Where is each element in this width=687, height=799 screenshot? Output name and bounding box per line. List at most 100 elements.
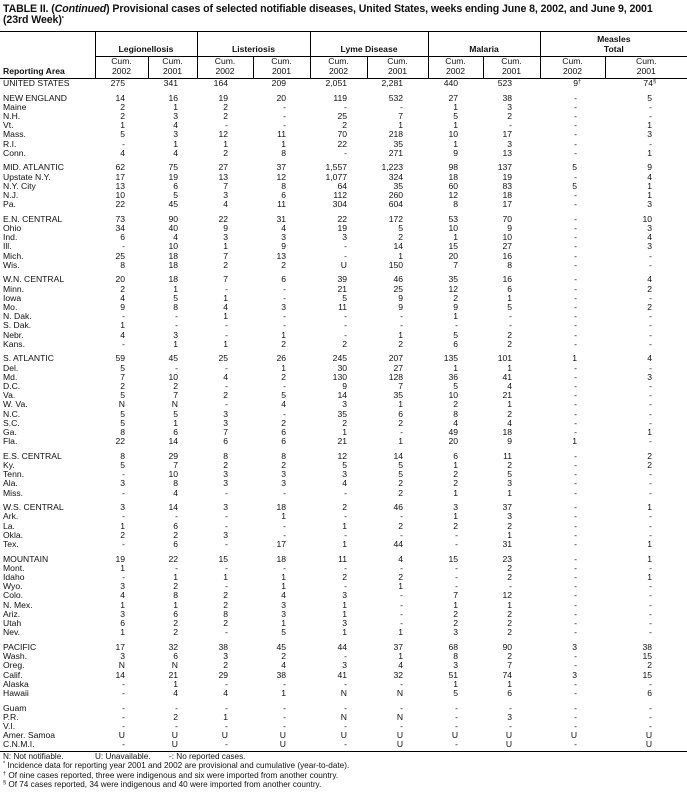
cell-value: 4 <box>253 661 310 670</box>
value: 3 <box>281 478 287 489</box>
header-listeriosis: Listeriosis <box>196 31 311 57</box>
value: - <box>455 720 459 731</box>
table-row: Miss. -4- - -2 1 1- - <box>0 487 687 498</box>
value: - <box>509 720 513 731</box>
value: 14 <box>337 390 348 401</box>
cell-value: - <box>605 363 687 373</box>
cell-value: - <box>253 703 310 713</box>
cell-value: 9 <box>483 437 540 446</box>
cell-value: 4 <box>95 147 148 158</box>
cell-value: 6 <box>148 181 197 191</box>
cell-value: 6 <box>95 618 148 628</box>
value: - <box>649 417 653 428</box>
value: - <box>574 250 578 261</box>
cell-value: 3 <box>483 712 540 722</box>
value: - <box>283 520 287 531</box>
value: - <box>649 678 653 689</box>
area-label: P.R. <box>3 711 19 722</box>
value: 2 <box>507 111 513 121</box>
table-row-region: Guam - - - - - - - - - - <box>0 703 687 713</box>
area-name: W.S. CENTRAL <box>0 503 95 512</box>
value: 271 <box>388 147 404 158</box>
value: 7 <box>398 111 404 121</box>
cell-value: - <box>540 372 605 382</box>
table-row: Oreg. N N 2 4 3 4 3 7-2 <box>0 661 687 670</box>
cell-value: 2 <box>197 661 253 670</box>
value: 4 <box>223 302 229 313</box>
cell-value: - <box>95 512 148 521</box>
area-label: D.C. <box>3 381 21 392</box>
cell-value: 7 <box>483 661 540 670</box>
value: - <box>400 101 404 112</box>
value: 1 <box>572 353 578 364</box>
cell-value: 18 <box>148 275 197 284</box>
cell-value: - <box>540 409 605 419</box>
value: 70 <box>337 129 348 140</box>
cell-value: 3 <box>95 609 148 619</box>
cell-value: - <box>483 720 540 731</box>
value: - <box>574 274 578 285</box>
cell-value: - <box>605 251 687 261</box>
value: 1,077 <box>325 171 348 182</box>
value: 1 <box>647 553 653 564</box>
cell-value: - <box>95 703 148 713</box>
cell-value: 5 <box>367 223 428 233</box>
cell-value: 9 <box>197 223 253 233</box>
value: 2 <box>223 599 229 610</box>
area-name: Maine <box>0 102 95 112</box>
cell-value: 1,557 <box>310 163 367 172</box>
value: 3 <box>342 618 348 629</box>
value: - <box>225 381 229 392</box>
value: 4 <box>120 292 125 303</box>
area-name: Ariz. <box>0 609 95 619</box>
value: 5 <box>342 460 348 471</box>
value: 1 <box>398 581 404 592</box>
cell-value: 9 <box>253 242 310 251</box>
cell-value: 22 <box>310 139 367 149</box>
area-label: Ga. <box>3 427 17 438</box>
footnote-text: Of 74 cases reported, 34 were indigenous… <box>6 780 322 790</box>
value: 2 <box>342 338 348 349</box>
value: 7 <box>398 381 404 392</box>
cell-value: - <box>540 651 605 661</box>
value: 4 <box>120 590 125 601</box>
value: - <box>574 599 578 610</box>
area-name: Ark. <box>0 512 95 521</box>
cell-value: 22 <box>148 554 197 564</box>
value: 2 <box>281 259 287 270</box>
cell-value: 9 <box>428 148 483 158</box>
value: 10 <box>642 213 653 224</box>
value: - <box>344 329 348 340</box>
value: 4 <box>120 147 125 158</box>
value: 3 <box>223 408 229 419</box>
cell-value: 3 <box>483 139 540 149</box>
cell-value: 5 <box>95 363 148 373</box>
value: 1 <box>342 627 348 638</box>
cell-value: 3 <box>428 503 483 512</box>
value: 4 <box>173 487 179 498</box>
cell-value: 3 <box>483 512 540 521</box>
value: 2 <box>398 520 404 531</box>
value: 8 <box>281 180 287 191</box>
cell-value: 32 <box>367 669 428 680</box>
table-row: Idaho -1 1 1 2 2-2-1 <box>0 572 687 582</box>
area-label: Ind. <box>3 232 18 243</box>
value: 18 <box>168 250 179 261</box>
cell-value: 1 <box>197 293 253 303</box>
cell-value: - <box>310 102 367 112</box>
value: 35 <box>393 180 404 191</box>
cell-value: - <box>367 600 428 610</box>
cell-value: 4 <box>95 330 148 340</box>
value: - <box>649 399 653 410</box>
table-row: Ill. -10 1 9-14 15 27-3 <box>0 242 687 251</box>
table-row: N.Y. City 13 6 7 8 64 35 60 83 5 1 <box>0 180 687 191</box>
cell-value: 15 <box>428 554 483 564</box>
cell-value: - <box>367 679 428 689</box>
cell-value: 35 <box>310 409 367 419</box>
cell-value: 44 <box>367 539 428 549</box>
value: 32 <box>393 669 404 680</box>
cell-value: - <box>540 521 605 531</box>
value: 46 <box>393 502 404 513</box>
cell-value: 4 <box>197 200 253 209</box>
area-name: R.I. <box>0 139 95 149</box>
